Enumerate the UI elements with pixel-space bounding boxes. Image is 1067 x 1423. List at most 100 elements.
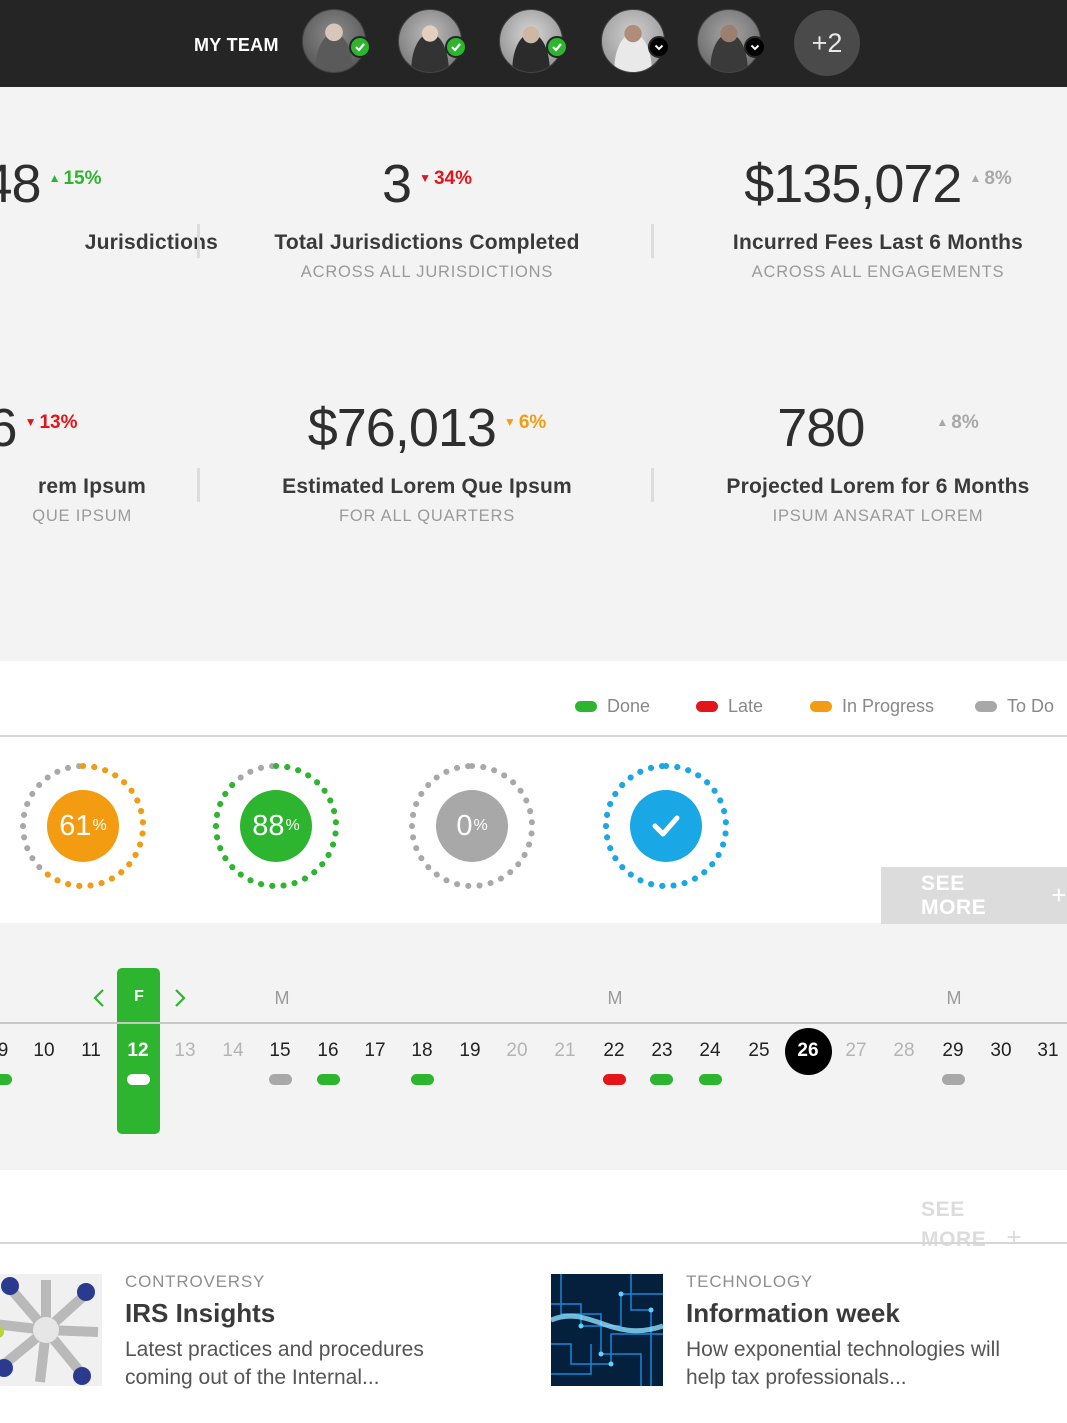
see-more-button[interactable]: SEE MORE + <box>881 867 1067 924</box>
top-bar: MY TEAM +2 <box>0 0 1067 87</box>
legend-label: Late <box>728 695 764 716</box>
calendar-day[interactable]: 17 <box>364 1040 386 1061</box>
team-member-avatar[interactable] <box>398 9 467 73</box>
status-dot <box>942 1074 965 1085</box>
calendar-day[interactable]: 11 <box>81 1040 101 1061</box>
calendar-day[interactable]: 29 <box>942 1040 964 1061</box>
kpi-delta: ▲ 8% <box>969 168 1012 189</box>
calendar-day[interactable]: 21 <box>554 1040 576 1061</box>
team-member-avatar[interactable] <box>302 9 371 73</box>
news-title[interactable]: IRS Insights <box>125 1298 276 1328</box>
arrow-down-icon: ▼ <box>24 415 37 429</box>
kpi-divider <box>197 468 200 502</box>
calendar-day[interactable]: 27 <box>845 1040 867 1061</box>
chevron-left-icon[interactable] <box>88 985 110 1011</box>
calendar-day[interactable]: 9 <box>0 1040 9 1061</box>
calendar-day[interactable]: 25 <box>748 1040 770 1061</box>
arrow-up-icon: ▲ <box>936 415 949 429</box>
calendar-day[interactable]: 28 <box>893 1040 915 1061</box>
calendar-day[interactable]: 13 <box>174 1040 196 1061</box>
ring-value: 88% <box>240 790 312 862</box>
news-description: How exponential technologies will help t… <box>686 1338 1001 1389</box>
team-label: MY TEAM <box>194 35 279 55</box>
kpi-value: $76,013 <box>307 398 497 458</box>
news-title[interactable]: Information week <box>686 1298 900 1328</box>
legend-item-done: Done <box>575 694 650 718</box>
calendar-day[interactable]: 12 <box>127 1040 149 1061</box>
kpi-value: 780 <box>777 398 865 458</box>
status-dot <box>650 1074 673 1085</box>
ring-track <box>20 763 146 889</box>
calendar-day[interactable]: 24 <box>699 1040 721 1061</box>
calendar-day[interactable]: 14 <box>222 1040 244 1061</box>
chevron-right-icon[interactable] <box>169 985 191 1011</box>
plus-icon: + <box>1051 880 1067 910</box>
legend-swatch <box>575 700 597 712</box>
ring-value: 61% <box>47 790 119 862</box>
news-thumbnail <box>0 1274 102 1386</box>
calendar-day[interactable]: 31 <box>1037 1040 1059 1061</box>
kpi-delta: ▲ 15% <box>48 168 102 189</box>
kpi-title: Projected Lorem for 6 Months <box>726 475 1030 498</box>
kpi-delta: ▼ 6% <box>503 412 547 433</box>
divider <box>0 735 1067 737</box>
selected-day-highlight[interactable] <box>117 968 160 1134</box>
divider <box>0 1242 1067 1244</box>
see-more-link[interactable]: SEE MORE + <box>921 1198 1023 1252</box>
status-dot <box>699 1074 722 1085</box>
kpi-delta: ▼ 34% <box>419 168 472 189</box>
kpi-divider <box>651 224 654 258</box>
kpi-divider <box>197 224 200 258</box>
kpi-subtitle: ACROSS ALL JURISDICTIONS <box>300 263 554 281</box>
kpi-value: 48 <box>0 154 42 214</box>
progress-ring[interactable]: 0% <box>406 760 538 892</box>
news-description: Latest practices and procedures coming o… <box>125 1338 424 1389</box>
calendar-divider <box>0 1022 1067 1024</box>
kpi-card: 780 ▲ 8% Projected Lorem for 6 Months IPSU… <box>698 401 1058 526</box>
news-category: TECHNOLOGY <box>686 1272 814 1291</box>
kpi-title: rem Ipsum <box>38 475 146 498</box>
kpi-title: Jurisdictions <box>84 231 218 254</box>
calendar-day[interactable]: 15 <box>269 1040 291 1061</box>
progress-ring[interactable]: 88% <box>210 760 342 892</box>
status-dot <box>269 1074 292 1085</box>
calendar-day[interactable]: 30 <box>990 1040 1012 1061</box>
news-category: CONTROVERSY <box>125 1272 266 1291</box>
arrow-down-icon: ▼ <box>419 171 431 185</box>
arrow-up-icon: ▲ <box>48 171 61 185</box>
chevron-down-icon <box>648 36 670 58</box>
calendar-day[interactable]: 26 <box>797 1040 819 1061</box>
calendar-day[interactable]: 19 <box>459 1040 481 1061</box>
kpi-subtitle: IPSUM ANSARAT LOREM <box>772 507 984 525</box>
check-icon <box>349 36 371 58</box>
kpi-subtitle: QUE IPSUM <box>32 507 132 525</box>
team-member-avatar[interactable] <box>697 9 766 73</box>
kpi-delta: ▼ 13% <box>24 412 78 433</box>
more-members-button[interactable]: +2 <box>794 10 860 76</box>
calendar-day[interactable]: 23 <box>651 1040 673 1061</box>
legend-label: To Do <box>1007 695 1055 716</box>
status-dot <box>317 1074 340 1085</box>
kpi-value: 56 <box>0 398 18 458</box>
kpi-value: 3 <box>382 154 412 214</box>
calendar-day[interactable]: 22 <box>603 1040 625 1061</box>
team-member-avatar[interactable] <box>601 9 670 73</box>
team-member-avatar[interactable] <box>499 9 568 73</box>
kpi-card: 3 ▼ 34% Total Jurisdictions Completed ACRO… <box>247 157 607 282</box>
calendar-day[interactable]: 16 <box>317 1040 339 1061</box>
check-icon <box>546 36 568 58</box>
progress-ring[interactable]: 61% <box>17 760 149 892</box>
ring-value: 0% <box>436 790 508 862</box>
calendar-day[interactable]: 18 <box>411 1040 433 1061</box>
legend-item-late: Late <box>696 694 763 718</box>
calendar-day[interactable]: 20 <box>506 1040 528 1061</box>
plus-icon: + <box>1006 1222 1023 1252</box>
kpi-subtitle: FOR ALL QUARTERS <box>338 507 515 525</box>
kpi-divider <box>651 468 654 502</box>
progress-ring[interactable] <box>600 760 732 892</box>
legend-item-to-do: To Do <box>975 694 1054 718</box>
legend-item-in-progress: In Progress <box>810 694 934 718</box>
calendar-day[interactable]: 10 <box>33 1040 55 1061</box>
status-dot <box>603 1074 626 1085</box>
kpi-delta: ▲ 8% <box>936 412 979 433</box>
